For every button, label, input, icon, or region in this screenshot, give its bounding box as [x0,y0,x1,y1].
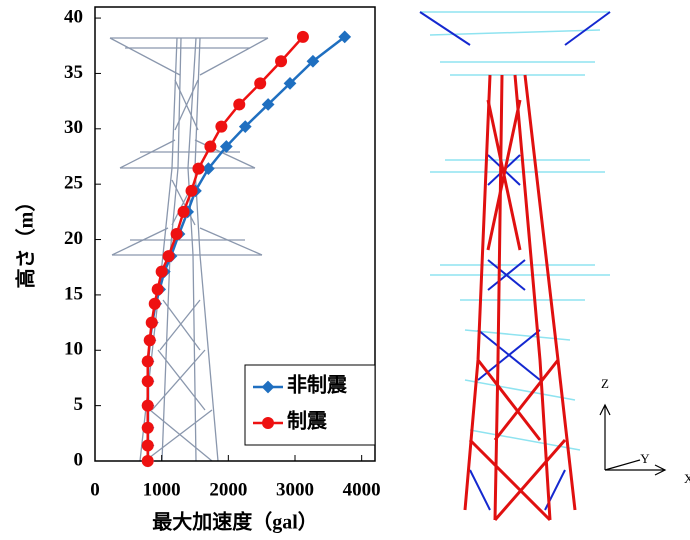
x-tick-label: 2000 [209,479,247,500]
point [338,30,352,44]
y-tick-label: 0 [74,449,84,470]
point [254,77,267,90]
point [141,375,154,388]
series-line [146,36,304,461]
x-axis-label: 最大加速度（gal） [152,510,318,534]
point [238,120,252,133]
axis-z: Z [601,376,609,391]
point [275,55,288,68]
point [151,283,164,296]
point [177,205,190,218]
y-tick-label: 10 [64,339,83,360]
y-tick-label: 40 [64,6,83,27]
legend-box [244,364,376,446]
y-tick-label: 20 [64,228,83,249]
point [215,120,228,133]
point [204,140,217,153]
y-tick-label: 35 [64,62,83,83]
point [296,30,309,43]
axis-y: Y [640,451,650,466]
point [141,455,154,467]
point [202,162,215,176]
tower-sketch [109,37,269,462]
legend-marker [261,380,275,394]
point [143,334,156,347]
point [148,297,161,310]
point [141,439,154,452]
point [306,54,320,68]
point [170,228,183,240]
x-tick-label: 0 [90,479,100,500]
tower-model [419,11,667,522]
y-tick-label: 15 [64,283,83,304]
point [141,399,154,412]
point [185,184,198,197]
y-tick-label: 5 [74,394,84,415]
point [155,265,168,278]
y-axis-label: 高さ（m） [14,192,38,289]
point [141,355,154,368]
x-tick-label: 1000 [143,479,181,500]
point [145,316,158,329]
legend-label: 非制震 [287,374,348,397]
point [283,77,297,90]
point [261,98,275,111]
x-tick-label: 4000 [343,479,381,500]
point [141,421,154,434]
point [233,98,246,111]
legend-marker [262,417,274,429]
point [192,162,205,175]
legend-label: 制震 [287,410,328,433]
point [162,250,175,263]
plot-frame [94,6,376,462]
point [219,140,233,153]
y-tick-label: 25 [64,173,83,194]
y-tick-label: 30 [64,117,83,138]
axis-x: X [684,471,690,486]
x-tick-label: 3000 [276,479,314,500]
